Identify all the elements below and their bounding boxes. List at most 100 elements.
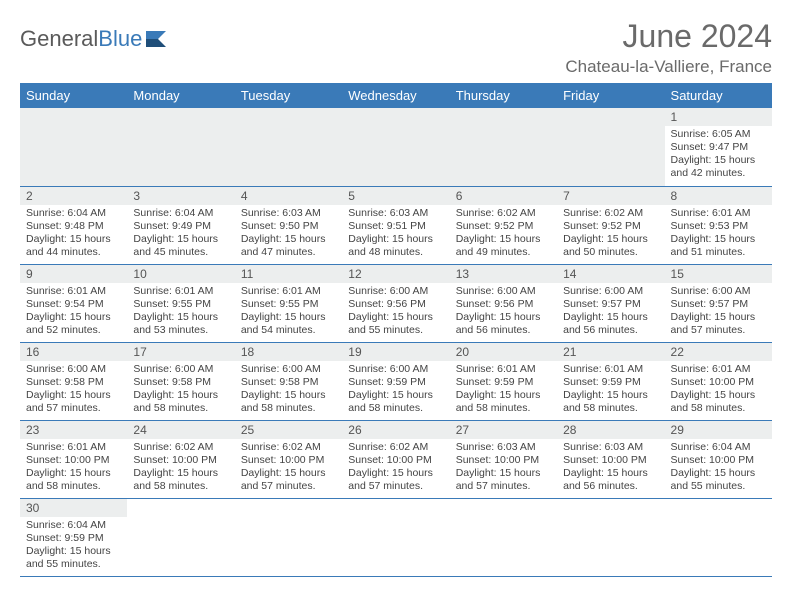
day-details: Sunrise: 6:00 AMSunset: 9:57 PMDaylight:…: [665, 283, 772, 342]
sunrise-text: Sunrise: 6:04 AM: [26, 207, 121, 220]
month-title: June 2024: [565, 18, 772, 55]
daylight-text-2: and 56 minutes.: [563, 480, 658, 493]
day-details: Sunrise: 6:04 AMSunset: 9:49 PMDaylight:…: [127, 205, 234, 264]
day-number: 19: [342, 343, 449, 361]
daylight-text-2: and 57 minutes.: [348, 480, 443, 493]
calendar-day-cell: 6Sunrise: 6:02 AMSunset: 9:52 PMDaylight…: [450, 186, 557, 264]
daylight-text-1: Daylight: 15 hours: [26, 467, 121, 480]
daylight-text-1: Daylight: 15 hours: [671, 389, 766, 402]
day-number: 17: [127, 343, 234, 361]
calendar-day-cell: 18Sunrise: 6:00 AMSunset: 9:58 PMDayligh…: [235, 342, 342, 420]
sunrise-text: Sunrise: 6:03 AM: [563, 441, 658, 454]
daylight-text-1: Daylight: 15 hours: [26, 311, 121, 324]
sunset-text: Sunset: 10:00 PM: [563, 454, 658, 467]
day-number: 24: [127, 421, 234, 439]
sunrise-text: Sunrise: 6:01 AM: [671, 363, 766, 376]
sunrise-text: Sunrise: 6:00 AM: [563, 285, 658, 298]
calendar-empty-cell: [557, 498, 664, 576]
daylight-text-2: and 58 minutes.: [348, 402, 443, 415]
day-number: 4: [235, 187, 342, 205]
calendar-day-cell: 1Sunrise: 6:05 AMSunset: 9:47 PMDaylight…: [665, 108, 772, 186]
daylight-text-2: and 58 minutes.: [671, 402, 766, 415]
day-details: Sunrise: 6:02 AMSunset: 10:00 PMDaylight…: [342, 439, 449, 498]
daylight-text-1: Daylight: 15 hours: [671, 311, 766, 324]
daylight-text-2: and 58 minutes.: [133, 402, 228, 415]
sunset-text: Sunset: 9:48 PM: [26, 220, 121, 233]
calendar-day-cell: 25Sunrise: 6:02 AMSunset: 10:00 PMDaylig…: [235, 420, 342, 498]
sunrise-text: Sunrise: 6:02 AM: [348, 441, 443, 454]
sunset-text: Sunset: 9:59 PM: [563, 376, 658, 389]
sunrise-text: Sunrise: 6:04 AM: [133, 207, 228, 220]
sunrise-text: Sunrise: 6:05 AM: [671, 128, 766, 141]
sunset-text: Sunset: 9:55 PM: [133, 298, 228, 311]
weekday-header: Monday: [127, 83, 234, 108]
calendar-week-row: 23Sunrise: 6:01 AMSunset: 10:00 PMDaylig…: [20, 420, 772, 498]
calendar-empty-cell: [557, 108, 664, 186]
sunrise-text: Sunrise: 6:00 AM: [26, 363, 121, 376]
sunset-text: Sunset: 9:58 PM: [241, 376, 336, 389]
sunrise-text: Sunrise: 6:02 AM: [456, 207, 551, 220]
weekday-header: Thursday: [450, 83, 557, 108]
day-details: Sunrise: 6:03 AMSunset: 9:50 PMDaylight:…: [235, 205, 342, 264]
day-number: 10: [127, 265, 234, 283]
day-details: Sunrise: 6:00 AMSunset: 9:57 PMDaylight:…: [557, 283, 664, 342]
sunset-text: Sunset: 10:00 PM: [133, 454, 228, 467]
daylight-text-2: and 53 minutes.: [133, 324, 228, 337]
day-number: 1: [665, 108, 772, 126]
header: GeneralBlue June 2024 Chateau-la-Vallier…: [20, 18, 772, 77]
sunset-text: Sunset: 10:00 PM: [456, 454, 551, 467]
day-details: Sunrise: 6:01 AMSunset: 10:00 PMDaylight…: [20, 439, 127, 498]
calendar-day-cell: 29Sunrise: 6:04 AMSunset: 10:00 PMDaylig…: [665, 420, 772, 498]
day-details: Sunrise: 6:03 AMSunset: 10:00 PMDaylight…: [557, 439, 664, 498]
day-number: 25: [235, 421, 342, 439]
day-details: Sunrise: 6:00 AMSunset: 9:56 PMDaylight:…: [342, 283, 449, 342]
calendar-day-cell: 16Sunrise: 6:00 AMSunset: 9:58 PMDayligh…: [20, 342, 127, 420]
day-number: 13: [450, 265, 557, 283]
calendar-day-cell: 3Sunrise: 6:04 AMSunset: 9:49 PMDaylight…: [127, 186, 234, 264]
daylight-text-1: Daylight: 15 hours: [563, 389, 658, 402]
daylight-text-2: and 58 minutes.: [26, 480, 121, 493]
day-number: 5: [342, 187, 449, 205]
day-details: Sunrise: 6:01 AMSunset: 9:55 PMDaylight:…: [235, 283, 342, 342]
daylight-text-1: Daylight: 15 hours: [241, 311, 336, 324]
day-number: 29: [665, 421, 772, 439]
daylight-text-1: Daylight: 15 hours: [563, 467, 658, 480]
daylight-text-2: and 51 minutes.: [671, 246, 766, 259]
daylight-text-2: and 57 minutes.: [241, 480, 336, 493]
day-details: Sunrise: 6:05 AMSunset: 9:47 PMDaylight:…: [665, 126, 772, 185]
calendar-day-cell: 5Sunrise: 6:03 AMSunset: 9:51 PMDaylight…: [342, 186, 449, 264]
calendar-day-cell: 24Sunrise: 6:02 AMSunset: 10:00 PMDaylig…: [127, 420, 234, 498]
brand-name-gray: General: [20, 26, 98, 52]
daylight-text-1: Daylight: 15 hours: [671, 467, 766, 480]
daylight-text-1: Daylight: 15 hours: [241, 389, 336, 402]
calendar-empty-cell: [127, 108, 234, 186]
daylight-text-2: and 57 minutes.: [456, 480, 551, 493]
daylight-text-1: Daylight: 15 hours: [348, 467, 443, 480]
daylight-text-1: Daylight: 15 hours: [456, 233, 551, 246]
daylight-text-2: and 50 minutes.: [563, 246, 658, 259]
calendar-day-cell: 27Sunrise: 6:03 AMSunset: 10:00 PMDaylig…: [450, 420, 557, 498]
calendar-day-cell: 20Sunrise: 6:01 AMSunset: 9:59 PMDayligh…: [450, 342, 557, 420]
daylight-text-1: Daylight: 15 hours: [456, 311, 551, 324]
sunset-text: Sunset: 9:49 PM: [133, 220, 228, 233]
day-details: Sunrise: 6:01 AMSunset: 9:55 PMDaylight:…: [127, 283, 234, 342]
weekday-header: Saturday: [665, 83, 772, 108]
day-number: 12: [342, 265, 449, 283]
daylight-text-2: and 45 minutes.: [133, 246, 228, 259]
day-number: 26: [342, 421, 449, 439]
sunrise-text: Sunrise: 6:02 AM: [133, 441, 228, 454]
calendar-day-cell: 4Sunrise: 6:03 AMSunset: 9:50 PMDaylight…: [235, 186, 342, 264]
day-number: 28: [557, 421, 664, 439]
day-details: Sunrise: 6:01 AMSunset: 9:59 PMDaylight:…: [450, 361, 557, 420]
calendar-day-cell: 22Sunrise: 6:01 AMSunset: 10:00 PMDaylig…: [665, 342, 772, 420]
calendar-day-cell: 8Sunrise: 6:01 AMSunset: 9:53 PMDaylight…: [665, 186, 772, 264]
sunrise-text: Sunrise: 6:02 AM: [563, 207, 658, 220]
calendar-day-cell: 28Sunrise: 6:03 AMSunset: 10:00 PMDaylig…: [557, 420, 664, 498]
sunset-text: Sunset: 9:56 PM: [456, 298, 551, 311]
daylight-text-2: and 52 minutes.: [26, 324, 121, 337]
daylight-text-1: Daylight: 15 hours: [241, 233, 336, 246]
day-details: Sunrise: 6:04 AMSunset: 9:48 PMDaylight:…: [20, 205, 127, 264]
daylight-text-1: Daylight: 15 hours: [26, 389, 121, 402]
calendar-empty-cell: [450, 498, 557, 576]
day-details: Sunrise: 6:01 AMSunset: 9:53 PMDaylight:…: [665, 205, 772, 264]
